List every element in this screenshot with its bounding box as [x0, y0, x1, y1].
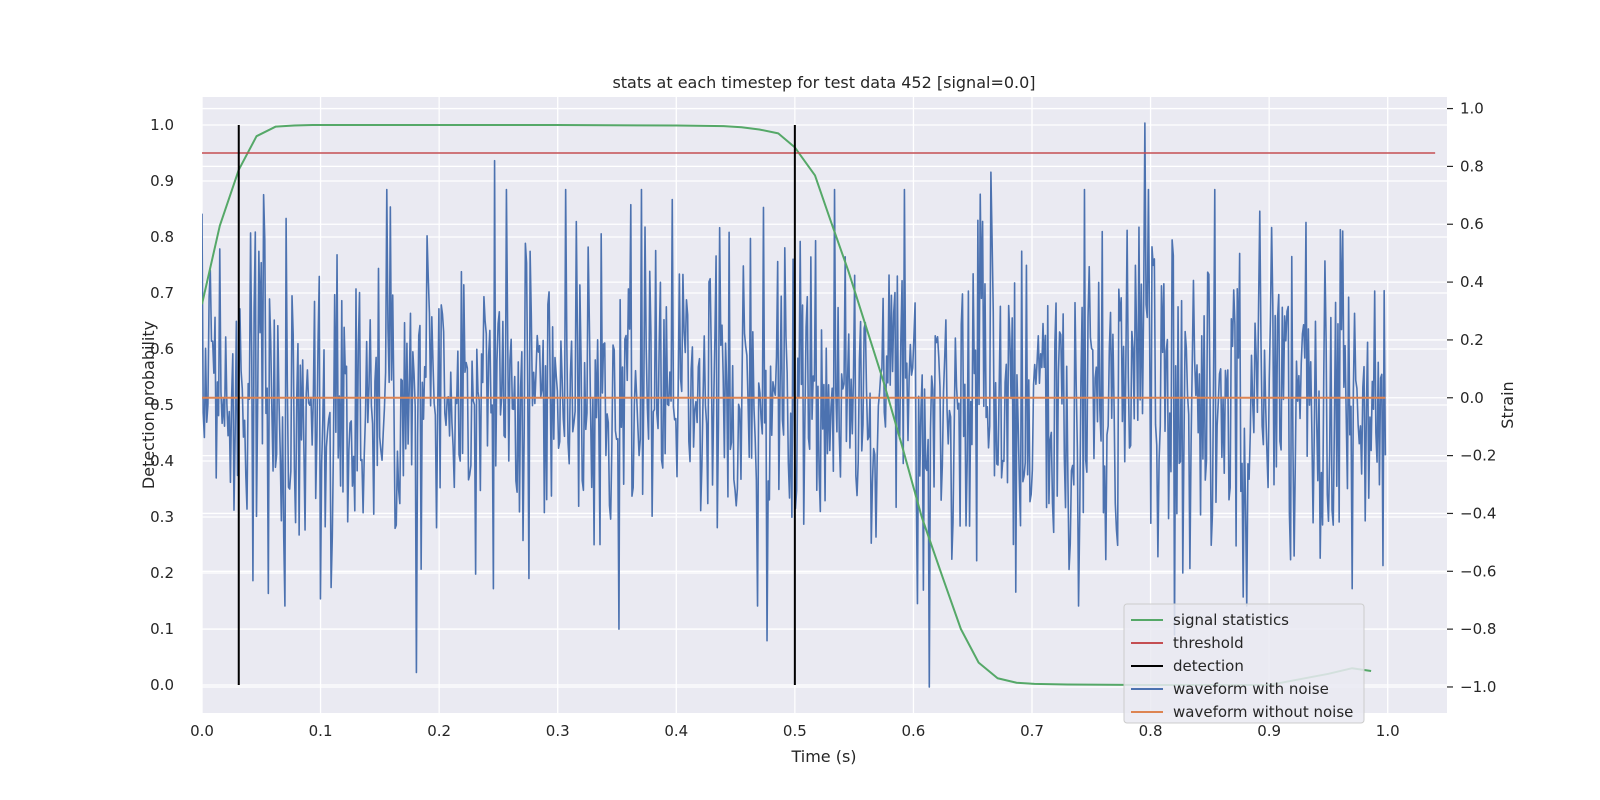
y-left-tick-label: 0.9	[150, 172, 174, 190]
legend-label: signal statistics	[1173, 611, 1289, 629]
x-tick-label: 0.7	[1020, 722, 1044, 740]
y-left-tick-label: 0.6	[150, 340, 174, 358]
y-right-tick-label: −0.6	[1460, 562, 1496, 580]
x-tick-label: 0.5	[783, 722, 807, 740]
legend-label: threshold	[1173, 634, 1244, 652]
series-waveform-with-noise	[202, 122, 1387, 688]
y-right-tick-label: 0.4	[1460, 273, 1484, 291]
x-tick-label: 0.6	[901, 722, 925, 740]
y-left-tick-label: 1.0	[150, 116, 174, 134]
y-right-tick-label: −0.2	[1460, 447, 1496, 465]
x-tick-label: 0.2	[427, 722, 451, 740]
y-right-tick-label: 0.2	[1460, 331, 1484, 349]
y-right-axis-ticks: −1.0 −0.8 −0.6 −0.4 −0.2 0.0 0.2 0.4 0.6 0.8 1.0	[1447, 100, 1496, 696]
legend-label: waveform without noise	[1173, 703, 1353, 721]
y-left-tick-label: 0.2	[150, 564, 174, 582]
y-right-tick-label: 0.0	[1460, 389, 1484, 407]
y-left-tick-label: 0.0	[150, 676, 174, 694]
x-tick-label: 0.3	[546, 722, 570, 740]
x-tick-label: 0.8	[1139, 722, 1163, 740]
y-left-tick-label: 0.4	[150, 452, 174, 470]
x-tick-label: 0.0	[190, 722, 214, 740]
legend: signal statistics threshold detection wavef…	[1123, 603, 1365, 724]
y-right-tick-label: 0.8	[1460, 157, 1484, 175]
y-left-tick-label: 0.5	[150, 396, 174, 414]
y-left-tick-label: 0.1	[150, 620, 174, 638]
y-left-axis-label: Detection probability	[139, 321, 158, 489]
x-axis-ticks: 0.0 0.1 0.2 0.3 0.4 0.5 0.6 0.7 0.8 0.9 1.0	[190, 722, 1400, 740]
legend-box	[1123, 603, 1365, 724]
y-left-tick-label: 0.3	[150, 508, 174, 526]
legend-label: waveform with noise	[1173, 680, 1329, 698]
x-axis-label: Time (s)	[790, 747, 856, 766]
x-tick-label: 1.0	[1376, 722, 1400, 740]
y-left-axis-ticks: 0.0 0.1 0.2 0.3 0.4 0.5 0.6 0.7 0.8 0.9 1.0	[150, 116, 174, 694]
series-signal-statistics	[202, 124, 1372, 686]
series-layer	[202, 122, 1436, 688]
y-right-tick-label: −0.8	[1460, 620, 1496, 638]
y-left-tick-label: 0.7	[150, 284, 174, 302]
x-tick-label: 0.9	[1257, 722, 1281, 740]
legend-label: detection	[1173, 657, 1244, 675]
y-right-axis-label: Strain	[1498, 381, 1517, 428]
x-tick-label: 0.1	[309, 722, 333, 740]
chart-title: stats at each timestep for test data 452…	[612, 73, 1035, 92]
y-right-tick-label: −0.4	[1460, 504, 1496, 522]
y-right-tick-label: −1.0	[1460, 678, 1496, 696]
x-tick-label: 0.4	[664, 722, 688, 740]
y-right-tick-label: 0.6	[1460, 215, 1484, 233]
y-right-tick-label: 1.0	[1460, 100, 1484, 118]
y-left-tick-label: 0.8	[150, 228, 174, 246]
